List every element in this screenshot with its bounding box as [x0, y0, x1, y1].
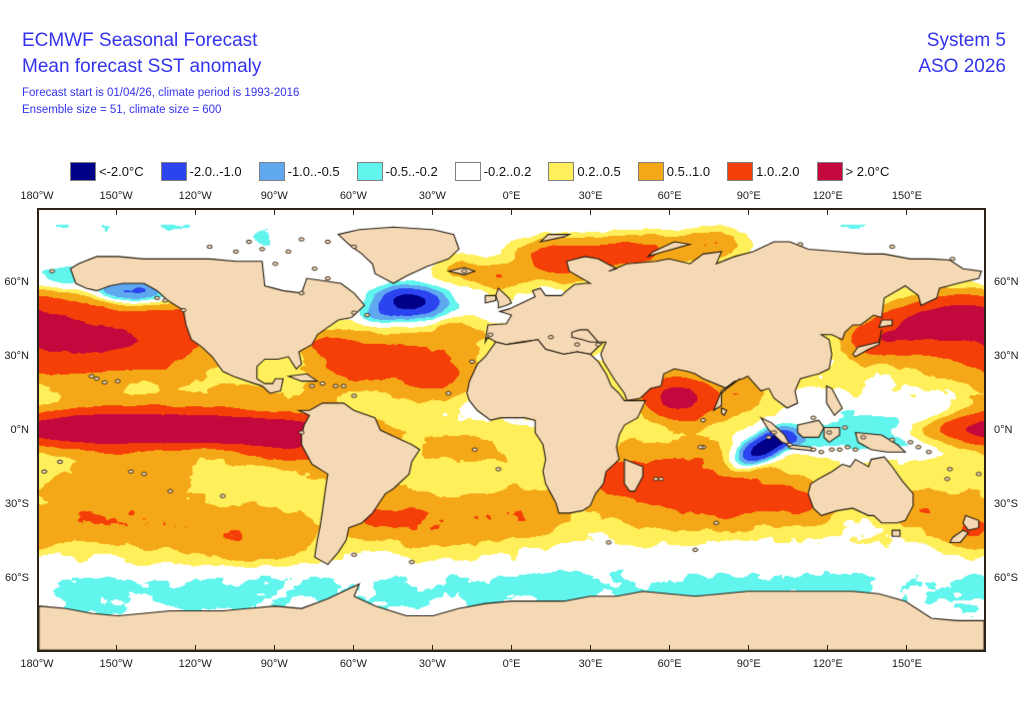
lat-tick-label-left-4: 60°S	[5, 572, 29, 584]
lon-tick-label-bot-5: 30°W	[418, 658, 446, 670]
lon-tick-mark	[511, 208, 512, 215]
lon-tick-label-bot-9: 90°E	[736, 658, 761, 670]
lon-tick-label-bot-10: 120°E	[812, 658, 843, 670]
legend-label-0: <-2.0°C	[99, 163, 144, 179]
header-left-block: ECMWF Seasonal Forecast Mean forecast SS…	[22, 28, 299, 119]
lon-tick-label-bot-7: 30°E	[578, 658, 603, 670]
lon-tick-label-bot-11: 150°E	[891, 658, 922, 670]
page-subtitle: Mean forecast SST anomaly	[22, 56, 262, 77]
lon-tick-mark	[273, 208, 275, 215]
lon-tick-mark	[352, 645, 354, 652]
lon-tick-mark	[431, 208, 433, 215]
lon-tick-label-bot-6: 0°E	[502, 658, 521, 670]
legend-swatch-6	[637, 161, 664, 181]
lat-tick-label-left-2: 0°N	[10, 424, 29, 436]
legend-swatch-4	[454, 161, 481, 181]
lat-tick-label-right-0: 60°N	[994, 276, 1019, 288]
lon-tick-label-top-11: 150°E	[891, 190, 922, 202]
legend-swatch-8	[816, 161, 843, 181]
lon-tick-label-top-2: 120°W	[178, 190, 212, 202]
legend-label-4: -0.2..0.2	[483, 163, 532, 179]
lon-tick-label-top-8: 60°E	[657, 190, 682, 202]
lon-tick-mark	[669, 645, 671, 652]
lon-tick-mark	[194, 645, 196, 652]
legend-item-6: 0.5..1.0	[637, 161, 711, 181]
legend-item-0: <-2.0°C	[70, 161, 144, 181]
lon-tick-label-bot-1: 150°W	[99, 658, 133, 670]
lon-tick-label-top-6: 0°E	[502, 190, 521, 202]
lon-tick-mark	[273, 645, 275, 652]
lat-tick-label-right-1: 30°N	[994, 350, 1019, 362]
lon-tick-mark	[906, 645, 908, 652]
system-label: System 5	[926, 30, 1006, 51]
lon-tick-label-bot-3: 90°W	[260, 658, 288, 670]
lon-tick-mark	[431, 645, 433, 652]
legend-swatch-2	[258, 161, 285, 181]
legend-label-2: -1.0..-0.5	[287, 163, 340, 179]
legend-item-2: -1.0..-0.5	[258, 161, 340, 181]
lon-tick-mark	[590, 645, 592, 652]
lon-tick-mark	[115, 645, 117, 652]
legend-label-7: 1.0..2.0	[756, 163, 800, 179]
lon-tick-label-top-1: 150°W	[99, 190, 133, 202]
header-right-block: System 5 ASO 2026	[918, 28, 1006, 80]
lat-tick-label-left-1: 30°N	[4, 350, 29, 362]
lon-tick-mark	[36, 645, 38, 652]
legend-item-3: -0.5..-0.2	[356, 161, 438, 181]
lon-tick-label-top-9: 90°E	[736, 190, 761, 202]
lon-tick-label-top-7: 30°E	[578, 190, 603, 202]
lon-tick-mark	[748, 645, 750, 652]
lon-tick-label-bot-4: 60°W	[339, 658, 367, 670]
legend-swatch-7	[727, 161, 754, 181]
legend-swatch-3	[356, 161, 383, 181]
legend-item-4: -0.2..0.2	[454, 161, 532, 181]
lon-tick-mark	[827, 645, 829, 652]
legend-item-1: -2.0..-1.0	[160, 161, 242, 181]
lon-tick-label-top-3: 90°W	[260, 190, 288, 202]
page-title: ECMWF Seasonal Forecast	[22, 30, 258, 51]
lat-tick-label-left-3: 30°S	[5, 498, 29, 510]
lat-tick-label-right-3: 30°S	[994, 498, 1018, 510]
lon-tick-mark	[115, 208, 117, 215]
lat-tick-label-right-4: 60°S	[994, 572, 1018, 584]
lon-tick-label-top-0: 180°W	[20, 190, 54, 202]
lon-tick-mark	[748, 208, 750, 215]
legend-label-1: -2.0..-1.0	[189, 163, 242, 179]
color-legend: <-2.0°C -2.0..-1.0 -1.0..-0.5 -0.5..-0.2 -0.…	[70, 160, 960, 182]
lon-tick-mark	[511, 645, 512, 652]
forecast-start-text: Forecast start is 01/04/26, climate peri…	[22, 87, 300, 99]
season-label: ASO 2026	[918, 56, 1006, 77]
legend-item-5: 0.2..0.5	[548, 161, 621, 181]
legend-label-5: 0.2..0.5	[577, 163, 621, 179]
lon-tick-mark	[194, 208, 196, 215]
legend-swatch-5	[548, 161, 575, 181]
lat-tick-label-right-2: 0°N	[994, 424, 1013, 436]
lon-tick-mark	[590, 208, 592, 215]
lon-tick-label-bot-2: 120°W	[178, 658, 212, 670]
lon-tick-label-top-10: 120°E	[812, 190, 843, 202]
lon-tick-label-top-5: 30°W	[418, 190, 446, 202]
lon-tick-mark	[352, 208, 354, 215]
lon-tick-mark	[906, 208, 908, 215]
legend-swatch-1	[160, 161, 187, 181]
lon-tick-mark	[669, 208, 671, 215]
legend-label-6: 0.5..1.0	[666, 163, 711, 179]
lon-tick-label-bot-0: 180°W	[20, 658, 54, 670]
legend-item-7: 1.0..2.0	[727, 161, 800, 181]
lat-tick-label-left-0: 60°N	[4, 276, 29, 288]
map-frame	[37, 208, 986, 652]
map-container: 180°W 180°W 150°W 150°W 120°W 120°W 90°W 90°W 60…	[4, 190, 1018, 670]
lon-tick-label-top-4: 60°W	[339, 190, 367, 202]
lon-tick-mark	[827, 208, 829, 215]
sst-anomaly-map	[39, 210, 984, 650]
ensemble-size-text: Ensemble size = 51, climate size = 600	[22, 104, 222, 116]
lon-tick-mark	[36, 208, 38, 215]
legend-label-3: -0.5..-0.2	[385, 163, 438, 179]
legend-label-8: > 2.0°C	[845, 163, 890, 179]
legend-item-8: > 2.0°C	[816, 161, 890, 181]
lon-tick-label-bot-8: 60°E	[657, 658, 682, 670]
legend-swatch-0	[70, 161, 96, 181]
